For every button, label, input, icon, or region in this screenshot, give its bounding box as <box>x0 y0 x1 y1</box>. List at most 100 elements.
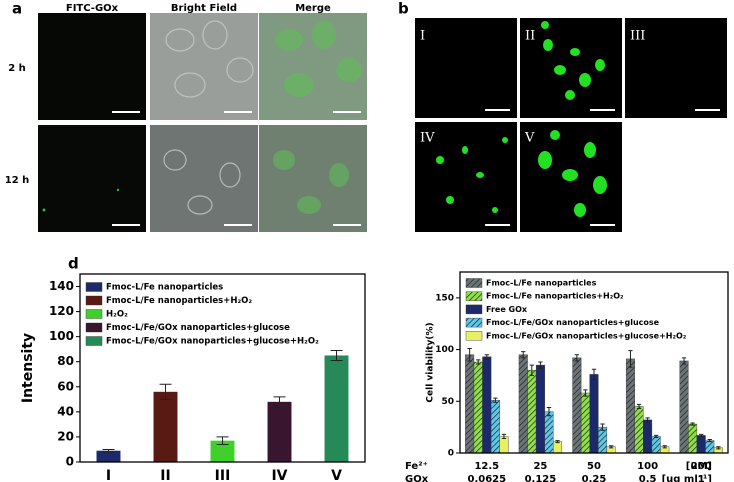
error-bar <box>583 389 588 397</box>
bar <box>634 406 644 454</box>
bar <box>651 436 661 454</box>
bar <box>518 354 528 454</box>
legend-swatch <box>465 291 483 301</box>
image-label: II <box>525 29 535 44</box>
y-tick-label: 0 <box>66 455 74 469</box>
error-bar <box>628 350 633 368</box>
column-header: Bright Field <box>171 3 237 14</box>
bar <box>324 355 349 462</box>
bar <box>544 411 554 454</box>
error-bar <box>690 422 695 426</box>
error-bar <box>555 440 560 444</box>
legend-label: Fmoc-L/Fe nanoparticles <box>106 283 223 293</box>
legend-label: Fmoc-L/Fe/GOx nanoparticles+glucose <box>106 323 290 333</box>
error-bar <box>574 354 579 362</box>
image-label: I <box>420 29 425 44</box>
error-bar <box>538 361 543 369</box>
y-tick-label: 100 <box>435 345 454 355</box>
image-label: III <box>630 29 645 44</box>
error-bar <box>546 406 552 417</box>
column-header: Merge <box>295 3 331 14</box>
y-tick-label: 60 <box>57 379 74 393</box>
bar <box>572 357 582 454</box>
y-axis-label: Intensity <box>20 333 36 403</box>
legend-swatch <box>85 322 103 333</box>
bar <box>696 435 706 454</box>
y-tick-label: 0 <box>448 449 454 459</box>
bar <box>210 440 235 462</box>
micrographs-b <box>415 18 727 232</box>
image-label: IV <box>420 131 435 146</box>
error-bar <box>330 349 343 361</box>
y-tick-label: 150 <box>435 293 454 303</box>
error-bar <box>600 423 605 431</box>
x-tick-label: IV <box>271 468 287 482</box>
y-axis-label: Cell viability(%) <box>426 322 436 402</box>
legend-swatch <box>465 317 483 328</box>
y-tick-label: 140 <box>49 279 74 293</box>
error-bar <box>102 448 115 453</box>
error-bar <box>501 433 507 440</box>
column-header: FITC-GOx <box>66 3 119 14</box>
legend-swatch <box>465 278 483 288</box>
x-unit: [uM] <box>686 461 712 472</box>
legend-swatch <box>85 336 103 346</box>
legend-label: Fmoc-L/Fe nanoparticles+H₂O₂ <box>486 292 624 301</box>
legend-swatch <box>85 309 103 319</box>
legend-label: Fmoc-L/Fe/GOx nanoparticles+glucose+H₂O₂ <box>106 337 319 347</box>
error-bar <box>636 403 642 410</box>
error-bar <box>681 357 687 365</box>
legend-label: Fmoc-L/Fe nanoparticles <box>486 279 597 288</box>
error-bar <box>699 433 704 437</box>
bar <box>688 423 698 454</box>
legend-label: Fmoc-L/Fe/GOx nanoparticles+glucose <box>486 318 660 327</box>
legend-label: H₂O₂ <box>106 310 128 320</box>
bar <box>153 391 178 462</box>
bar <box>598 426 608 454</box>
error-bar <box>662 445 667 449</box>
bar <box>580 392 590 454</box>
error-bar <box>521 351 526 359</box>
x-tick-label-2: 0.25 <box>582 474 607 482</box>
bar <box>643 419 653 454</box>
bar <box>96 450 121 462</box>
panel-label: a <box>12 0 22 18</box>
x-unit: [ug ml⁻¹] <box>662 474 712 482</box>
bar <box>553 441 563 454</box>
micrographs-a <box>38 13 367 232</box>
legend-swatch <box>85 282 103 292</box>
row-header: 12 h <box>5 175 30 186</box>
bar <box>705 440 715 454</box>
error-bar <box>707 439 712 443</box>
bar <box>679 360 689 454</box>
x-tick-label: 25 <box>533 461 547 472</box>
panel-label: b <box>398 0 409 18</box>
error-bar <box>476 359 481 365</box>
error-bar <box>484 354 489 360</box>
bar <box>473 361 483 454</box>
legend-swatch <box>465 331 483 341</box>
error-bar <box>159 383 172 400</box>
x-tick-label-2: 0.5 <box>639 474 657 482</box>
error-bar <box>216 436 229 445</box>
x-tick-label: 200 <box>691 461 712 472</box>
legend-swatch <box>465 304 483 315</box>
x-tick-label: 100 <box>637 461 658 472</box>
row-header: 2 h <box>8 63 26 74</box>
panel-label: d <box>68 255 79 273</box>
bar <box>589 374 599 454</box>
plot-frame <box>459 271 729 454</box>
bar <box>490 400 500 454</box>
legend-swatch <box>85 295 103 306</box>
x-tick-label: 50 <box>587 461 601 472</box>
bar <box>527 370 537 454</box>
bar <box>535 364 545 454</box>
y-tick-label: 80 <box>57 354 74 368</box>
error-bar <box>467 348 472 362</box>
legend-label: Free GOx <box>486 305 528 314</box>
image-label: V <box>524 131 535 146</box>
error-bar <box>493 397 498 403</box>
y-tick-label: 50 <box>441 397 454 407</box>
legend-label: Fmoc-L/Fe nanoparticles+H₂O₂ <box>106 296 252 306</box>
